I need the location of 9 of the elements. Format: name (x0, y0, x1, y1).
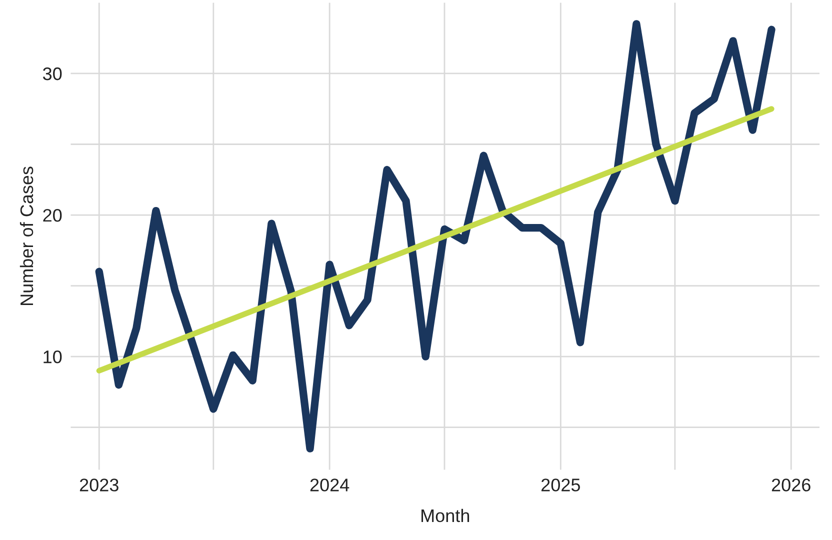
y-tick-label: 10 (44, 350, 62, 364)
x-tick-label: 2023 (80, 478, 118, 492)
y-tick-label: 20 (43, 208, 62, 222)
x-axis-title: Month (422, 508, 470, 522)
x-tick-label: 2026 (772, 478, 810, 492)
x-tick-label: 2024 (310, 478, 350, 492)
y-tick-label: 30 (42, 67, 62, 80)
y-axis-title: Number of Cases (20, 166, 34, 306)
x-tick-label: 2025 (541, 478, 580, 492)
